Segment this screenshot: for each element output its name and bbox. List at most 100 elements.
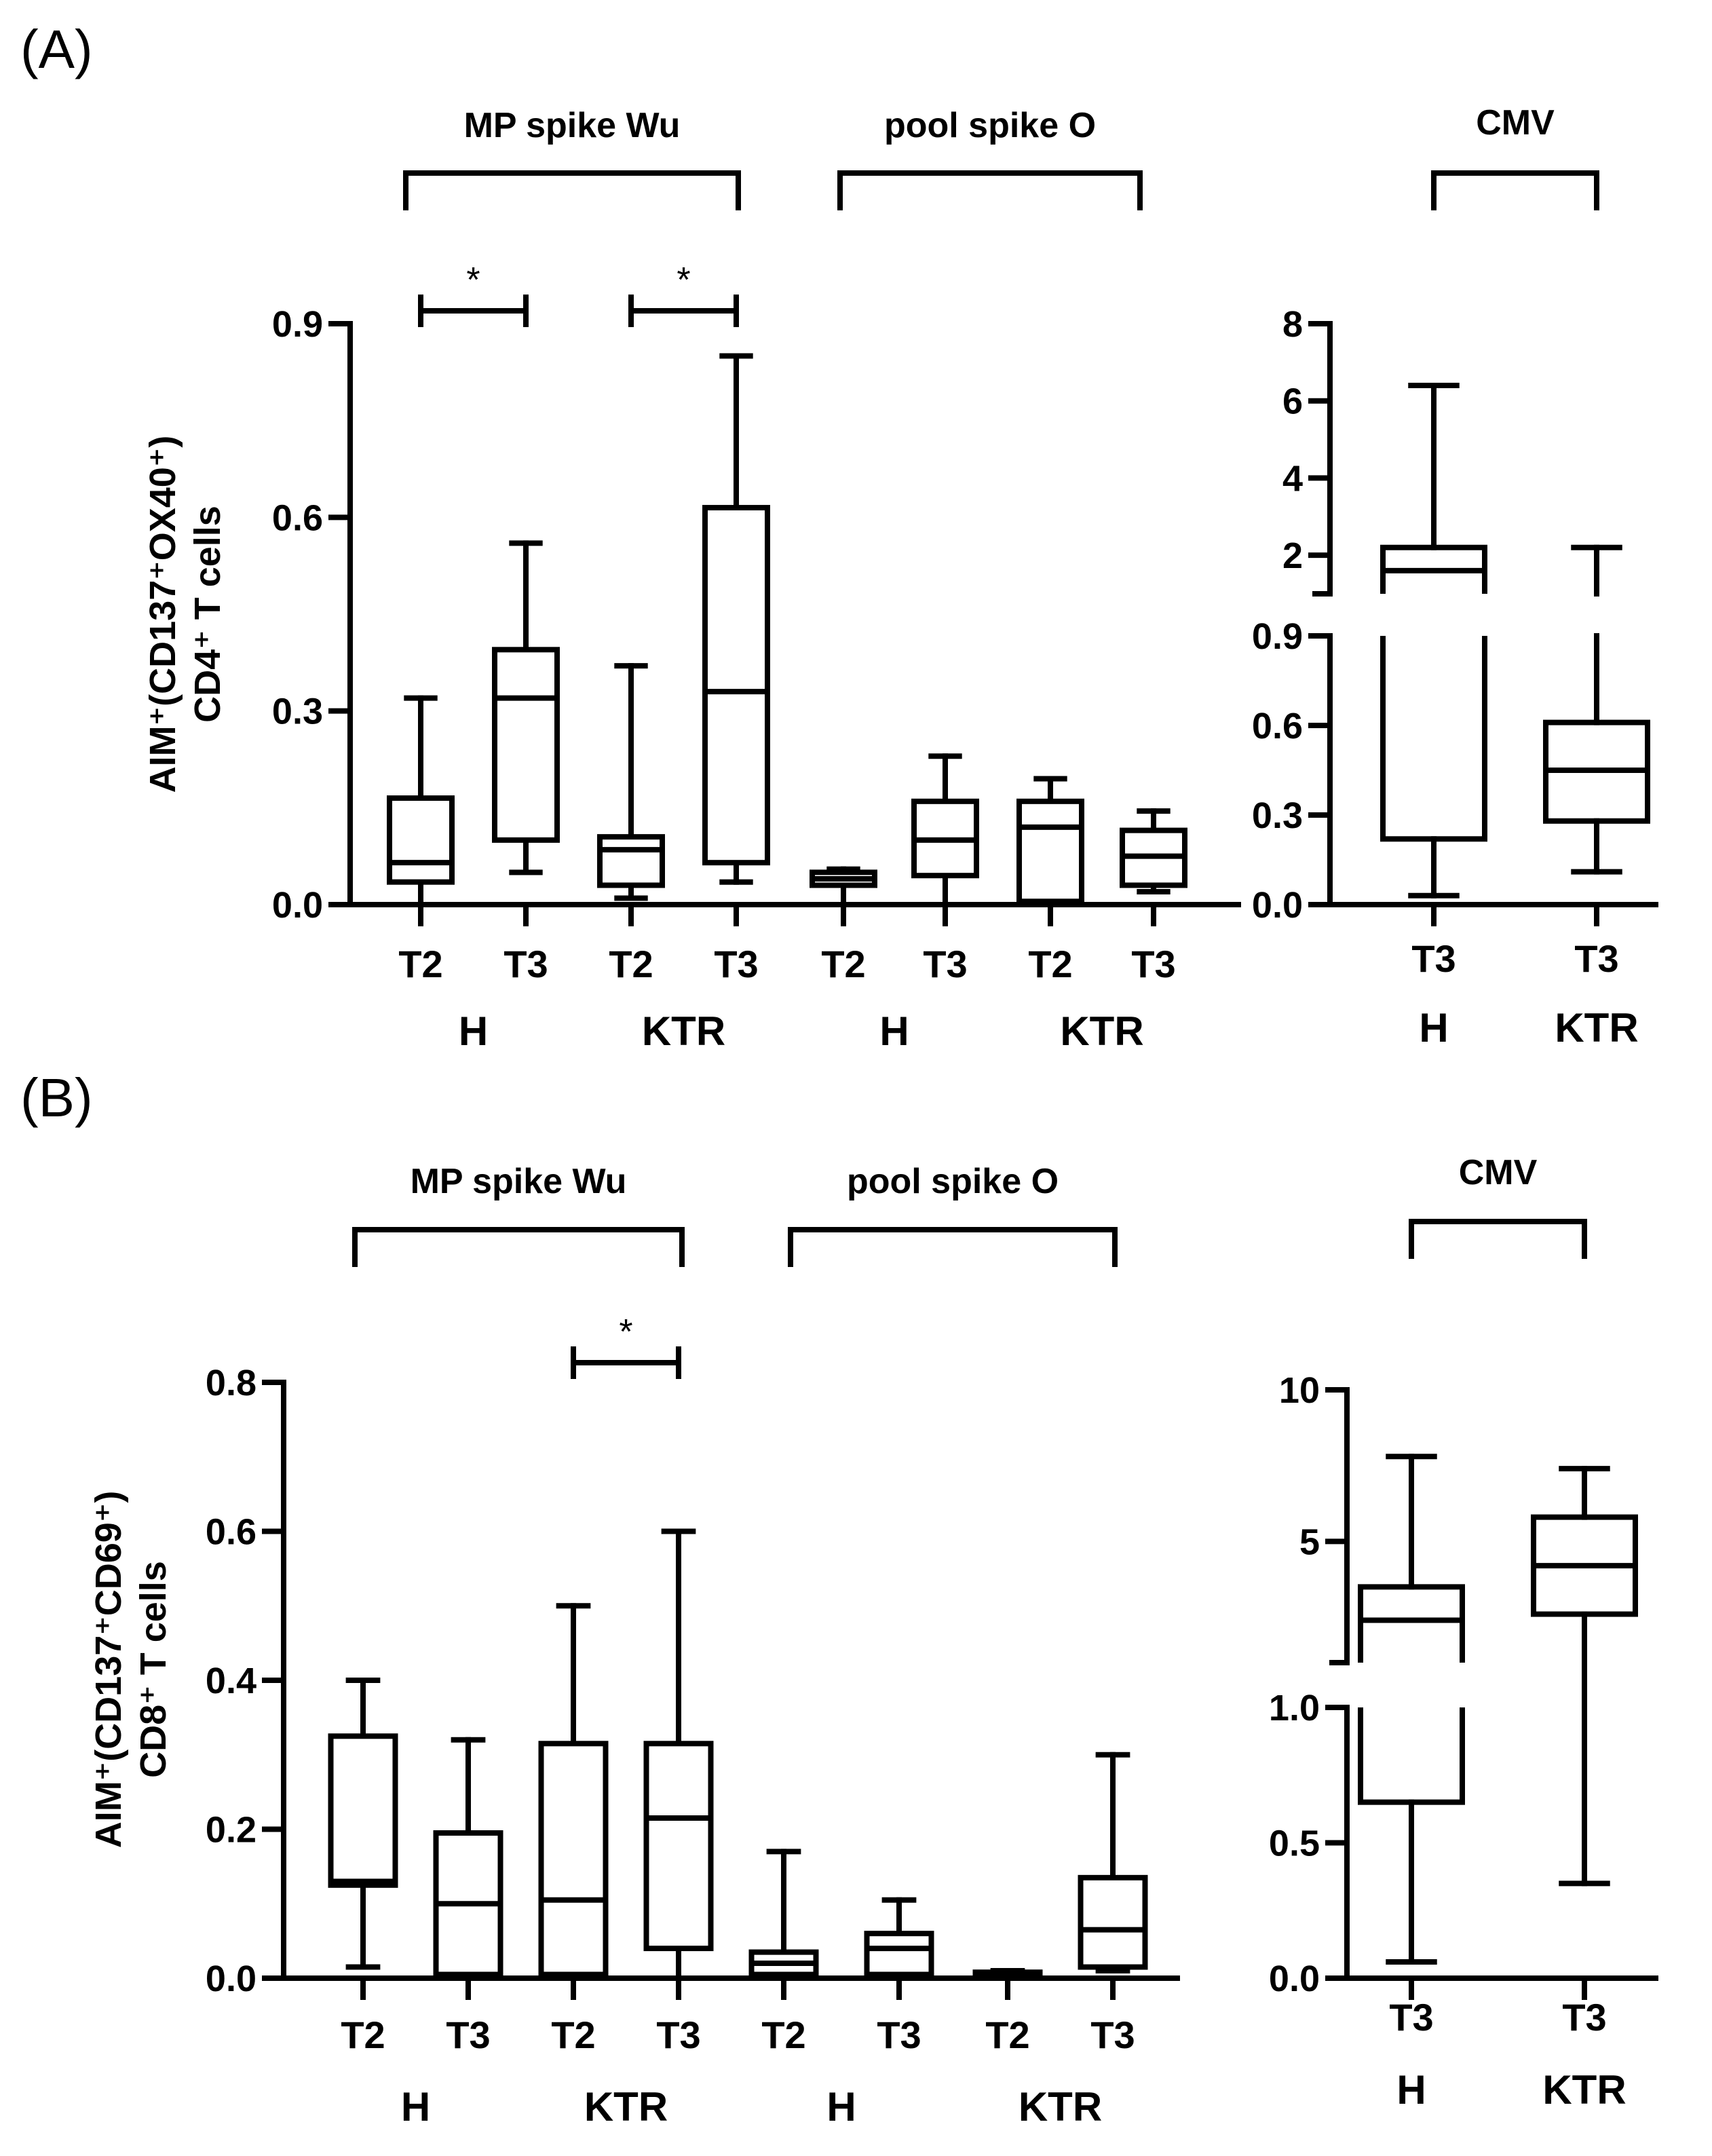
panel3-ytick-lower-label-2: 1.0 <box>1269 1688 1320 1728</box>
panel0-box-4 <box>810 866 877 907</box>
panel2-box-5-box <box>864 1931 934 1978</box>
panel1-xcat-0: T3 <box>1411 937 1456 980</box>
panel3-cmv-chart: 0.0 0.5 1.0 5 10 T3 H T3 KTR CMV <box>1269 1153 1658 2113</box>
panel2-group-bracket-0 <box>352 1227 685 1267</box>
panel2-ytick-label-4: 0.8 <box>206 1363 256 1403</box>
panel2-group-bracket-1 <box>788 1227 1118 1267</box>
panel2-panel-label: (B) <box>20 1067 93 1128</box>
panel1-subject-0: H <box>1419 1005 1448 1051</box>
panel3-ytick-lower-label-1: 0.5 <box>1269 1823 1320 1864</box>
panel3-box-0-upper-part <box>1358 1584 1465 1663</box>
panel2-group-bracket-0-path <box>352 1227 685 1267</box>
panel1-ytick-lower-label-0: 0.0 <box>1252 885 1303 926</box>
panel3-subject-0: H <box>1396 2067 1426 2113</box>
panel0-xcat-6: T2 <box>1028 943 1072 985</box>
panel2-subject-0-0: H <box>401 2084 430 2130</box>
panel2-xcat-2: T2 <box>551 2013 595 2056</box>
panel1-cmv-chart: 0.0 0.3 0.6 0.9 2 4 6 8 T3 H T3 KTR CMV <box>1252 103 1658 1051</box>
panel0-main-chart: 0.0 0.3 0.6 0.9 T2 T3 T2 T3 T2 T3 T2 T3 H KTR MP spike… <box>20 19 1241 1054</box>
panel0-subject-0-1: KTR <box>642 1008 725 1054</box>
panel2-box-0 <box>328 1678 398 1970</box>
panel2-subject-1-0: H <box>826 2084 856 2130</box>
panel0-subject-1-1: KTR <box>1060 1008 1143 1054</box>
panel0-xcat-4: T2 <box>821 943 865 985</box>
panel0-xcat-1: T3 <box>503 943 548 985</box>
panel2-xcat-0: T2 <box>341 2013 385 2056</box>
panel0-box-6-box <box>1016 798 1084 905</box>
panel0-box-0-box <box>387 795 455 885</box>
panel3-subject-1: KTR <box>1542 2067 1626 2113</box>
panel0-box-0 <box>387 695 455 907</box>
panel2-ylabel: AIM⁺(CD137⁺CD69⁺) CD8⁺ T cells <box>88 1491 174 1849</box>
panel2-group-title-0: MP spike Wu <box>411 1162 627 1201</box>
panel1-subject-1: KTR <box>1555 1005 1638 1051</box>
panel3-title: CMV <box>1459 1153 1538 1192</box>
panel0-ytick-label-0: 0.0 <box>272 885 323 926</box>
panel1-box-0-lower-part <box>1380 636 1487 842</box>
panel1-cmv-bracket <box>1431 170 1599 210</box>
panel2-ytick-label-3: 0.6 <box>206 1512 256 1553</box>
panel0-significance-1-star: * <box>677 261 690 300</box>
panel2-box-3-box <box>643 1741 714 1952</box>
panel3-cmv-bracket-path <box>1409 1219 1587 1259</box>
panel0-group-title-0: MP spike Wu <box>464 106 681 145</box>
panel0-xcat-0: T2 <box>398 943 442 985</box>
panel0-box-3 <box>702 353 770 885</box>
panel2-xcat-5: T3 <box>877 2013 921 2056</box>
panel2-box-3 <box>643 1528 714 1981</box>
panel2-ytick-label-0: 0.0 <box>206 1959 256 1999</box>
panel0-ylabel-line1: AIM⁺(CD137⁺OX40⁺) <box>142 436 183 793</box>
panel0-significance-0-star: * <box>466 261 480 300</box>
panel2-group-bracket-1-path <box>788 1227 1118 1267</box>
panel0-group-title-1: pool spike O <box>884 106 1096 145</box>
panel0-box-2-box <box>597 834 665 888</box>
panel2-box-1 <box>433 1737 503 1978</box>
panel2-box-7-box <box>1078 1874 1148 1970</box>
panel2-ytick-label-2: 0.4 <box>206 1661 256 1701</box>
panel0-xcat-5: T3 <box>923 943 967 985</box>
panel2-significance-0: * <box>571 1312 681 1379</box>
panel0-box-6 <box>1016 776 1084 907</box>
panel0-ylabel: AIM⁺(CD137⁺OX40⁺) CD4⁺ T cells <box>142 436 228 793</box>
panel1-xcat-1: T3 <box>1574 937 1618 980</box>
panel1-ytick-upper-label-3: 8 <box>1282 304 1303 345</box>
panel1-title: CMV <box>1476 103 1555 143</box>
panel1-ytick-lower-label-1: 0.3 <box>1252 795 1303 836</box>
panel0-box-5 <box>911 753 979 907</box>
panel2-box-0-box <box>328 1733 398 1888</box>
panel0-xcat-2: T2 <box>609 943 653 985</box>
panel0-ytick-label-2: 0.6 <box>272 497 323 538</box>
panel0-group-bracket-1-path <box>837 170 1143 210</box>
panel3-box-0-lower-part <box>1358 1707 1465 1805</box>
panel3-box-0 <box>1358 1454 1465 1965</box>
panel2-xcat-1: T3 <box>446 2013 490 2056</box>
panel0-box-2 <box>597 663 665 901</box>
panel2-main-chart: 0.0 0.2 0.4 0.6 0.8 T2 T3 T2 T3 T2 T3 T2 T3 H KTR MP sp… <box>20 1067 1180 2130</box>
panel1-ytick-lower-label-2: 0.6 <box>1252 706 1303 746</box>
panel3-xcat-0: T3 <box>1389 1996 1433 2039</box>
panel0-xcat-3: T3 <box>714 943 758 985</box>
panel2-group-title-1: pool spike O <box>847 1162 1059 1201</box>
panel2-xcat-6: T2 <box>985 2013 1029 2056</box>
panel3-xcat-1: T3 <box>1562 1996 1606 2039</box>
panel0-subject-0-0: H <box>459 1008 488 1054</box>
panel0-box-1-box <box>492 647 560 843</box>
panel2-box-7 <box>1078 1752 1148 1974</box>
panel1-ytick-upper-label-1: 4 <box>1282 458 1303 499</box>
panel1-cmv-bracket-path <box>1431 170 1599 210</box>
panel1-ytick-upper-label-0: 2 <box>1282 535 1303 576</box>
panel0-group-bracket-1 <box>837 170 1143 210</box>
panel0-significance-1: * <box>628 261 739 327</box>
panel0-ylabel-line2: CD4⁺ T cells <box>187 506 228 723</box>
panel0-box-1 <box>492 540 560 875</box>
panel0-panel-label: (A) <box>20 19 93 79</box>
panel2-subject-1-1: KTR <box>1019 2084 1102 2130</box>
panel0-ytick-label-3: 0.9 <box>272 304 323 345</box>
panel0-group-bracket-0 <box>403 170 741 210</box>
panel3-cmv-bracket <box>1409 1219 1587 1259</box>
panel1-ytick-lower-label-3: 0.9 <box>1252 616 1303 657</box>
panel3-box-1 <box>1531 1466 1638 1887</box>
panel0-ytick-label-1: 0.3 <box>272 692 323 732</box>
panel2-box-2-box <box>538 1741 609 1978</box>
panel2-box-5 <box>864 1897 934 1981</box>
